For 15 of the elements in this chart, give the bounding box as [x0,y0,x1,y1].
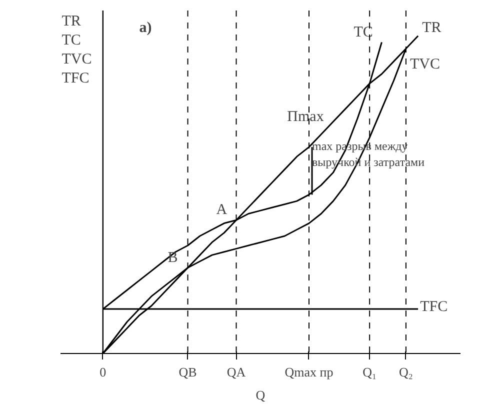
x-tick-label: 0 [100,364,106,380]
series-label: TR [422,20,442,36]
x-tick-label: Qmax пр [284,364,334,380]
series-label: TC [354,24,373,40]
annotation: а) [139,20,152,36]
x-tick-label: QA [226,364,246,380]
annotation: Пmax [287,108,324,125]
series-label: TFC [420,299,448,316]
x-tick-label: Q₁ [362,364,377,380]
x-tick-label: QB [178,364,198,380]
x-tick-label: Q₂ [398,364,413,380]
x-axis-title: Q [256,388,266,402]
y-axis-title: TR TC TVC TFC [62,14,92,87]
annotation: A [216,202,228,218]
series-label: TVC [410,56,440,73]
